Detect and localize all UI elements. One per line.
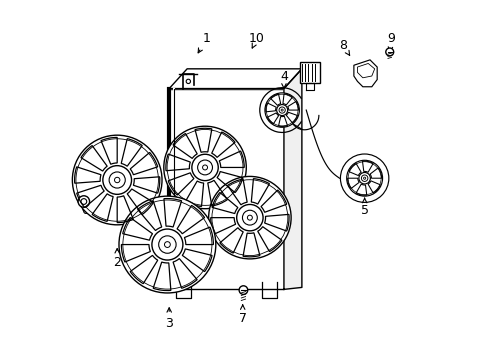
Text: 7: 7 (238, 305, 246, 325)
Circle shape (197, 160, 212, 175)
Text: 3: 3 (165, 308, 173, 330)
Circle shape (72, 135, 162, 225)
Circle shape (358, 172, 369, 184)
Circle shape (119, 196, 215, 293)
Circle shape (361, 175, 367, 181)
Circle shape (163, 126, 246, 209)
Text: 4: 4 (280, 69, 287, 89)
Circle shape (208, 176, 290, 259)
Bar (169, 89, 284, 289)
Circle shape (264, 93, 299, 127)
Circle shape (236, 204, 263, 231)
Circle shape (279, 107, 285, 113)
Circle shape (114, 177, 120, 183)
Text: 1: 1 (198, 32, 210, 53)
Circle shape (242, 210, 257, 225)
Bar (300, 62, 319, 83)
Circle shape (102, 166, 131, 194)
Circle shape (363, 177, 365, 179)
Text: 10: 10 (248, 32, 264, 48)
Circle shape (191, 154, 218, 181)
Circle shape (281, 109, 283, 111)
Text: 8: 8 (338, 39, 349, 55)
Polygon shape (169, 69, 301, 89)
Polygon shape (353, 60, 376, 87)
Circle shape (385, 48, 393, 56)
Polygon shape (284, 69, 301, 289)
Circle shape (202, 165, 207, 170)
Circle shape (346, 160, 382, 196)
Text: 6: 6 (81, 204, 89, 217)
Text: 9: 9 (387, 32, 395, 51)
Circle shape (164, 242, 170, 247)
Circle shape (276, 104, 287, 116)
Circle shape (239, 286, 247, 294)
Text: 5: 5 (360, 198, 368, 217)
Text: 2: 2 (113, 248, 121, 269)
Circle shape (109, 172, 125, 188)
Circle shape (152, 229, 183, 260)
Circle shape (78, 196, 89, 207)
Circle shape (247, 215, 252, 220)
Circle shape (159, 236, 176, 253)
